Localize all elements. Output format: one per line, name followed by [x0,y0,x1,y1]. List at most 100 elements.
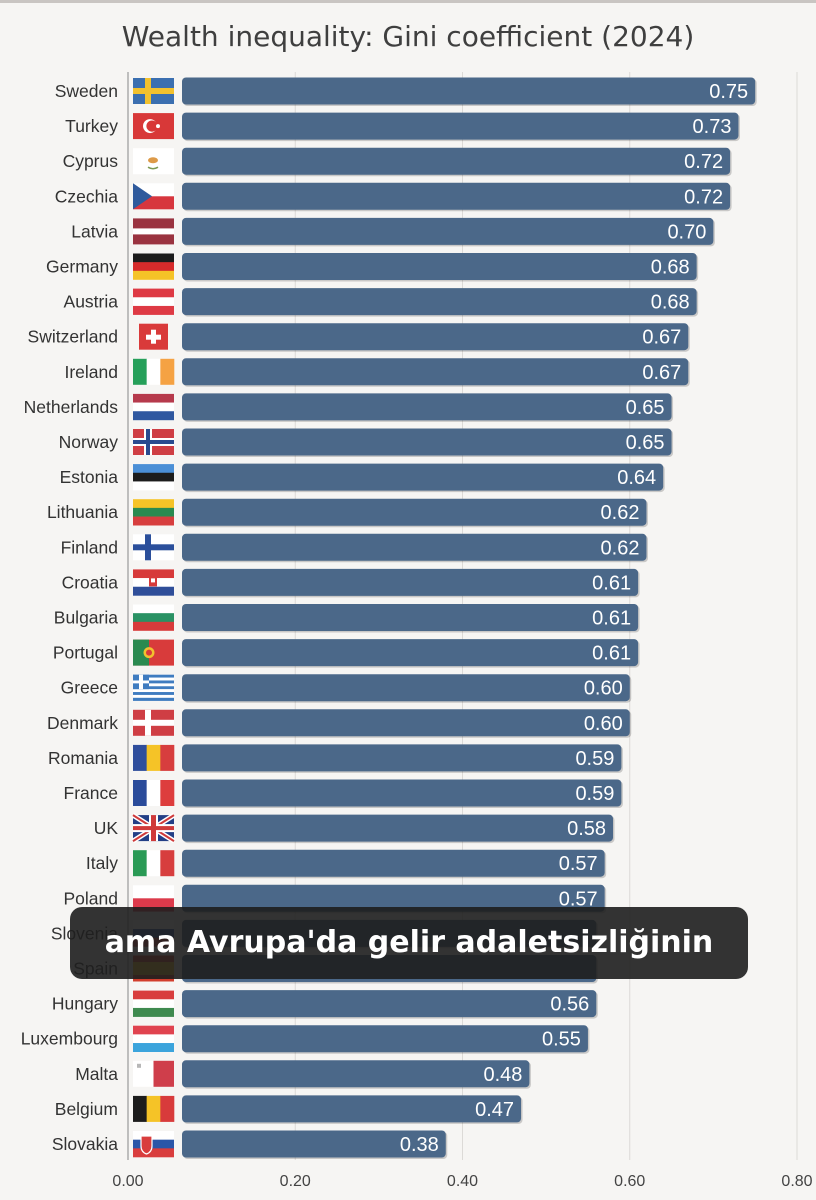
data-label: 0.67 [642,362,681,384]
data-label: 0.47 [475,1099,514,1121]
portugal-flag-icon [133,639,174,666]
country-label: Lithuania [47,502,118,522]
belgium-flag-icon [133,1095,175,1122]
bar [182,1060,530,1088]
denmark-flag-icon [133,709,174,736]
data-label: 0.72 [684,186,723,208]
bulgaria-flag-icon [133,604,174,631]
data-label: 0.64 [617,467,656,489]
italy-flag-icon [133,850,175,877]
data-label: 0.65 [626,397,665,419]
bar [182,358,689,386]
data-label: 0.59 [575,748,614,770]
bar [182,884,605,912]
ireland-flag-icon [133,358,175,385]
country-label: Estonia [60,467,119,487]
country-label: Poland [64,888,119,908]
cyprus-flag-icon [133,148,174,175]
data-label: 0.60 [584,678,623,700]
x-tick-label: 0.80 [781,1173,812,1190]
bar [182,814,614,842]
country-label: Latvia [71,221,118,241]
netherlands-flag-icon [133,393,174,421]
uk-flag-icon [131,812,176,844]
romania-flag-icon [133,744,175,771]
country-label: Hungary [52,994,118,1014]
country-label: Malta [75,1064,118,1084]
data-label: 0.61 [592,572,631,594]
bar [182,323,689,351]
country-label: France [64,783,118,803]
hungary-flag-icon [133,990,174,1017]
bar [182,498,647,526]
data-label: 0.38 [400,1134,439,1156]
bar [182,1130,446,1158]
luxembourg-flag-icon [133,1025,174,1052]
data-label: 0.67 [642,327,681,349]
data-label: 0.57 [559,853,598,875]
turkey-flag-icon [133,113,174,140]
country-label: Norway [59,432,119,452]
data-label: 0.75 [709,81,748,103]
bar [182,288,697,316]
country-label: Austria [64,292,119,312]
country-label: UK [94,818,119,838]
country-label: Cyprus [63,151,119,171]
country-label: Switzerland [28,327,118,347]
austria-flag-icon [133,288,174,315]
france-flag-icon [133,780,175,806]
bar [182,147,731,175]
germany-flag-icon [133,253,174,280]
data-label: 0.55 [542,1029,581,1051]
switzerland-flag-icon [139,323,168,350]
data-label: 0.56 [550,994,589,1016]
country-label: Belgium [55,1099,118,1119]
country-label: Finland [61,537,118,557]
x-tick-label: 0.40 [447,1173,478,1190]
country-label: Luxembourg [21,1029,118,1049]
data-label: 0.60 [584,713,623,735]
bar [182,604,639,631]
bar [182,217,714,245]
data-label: 0.72 [684,151,723,173]
country-label: Italy [86,853,118,873]
x-tick-label: 0.00 [112,1173,143,1190]
bar [182,709,630,737]
estonia-flag-icon [133,464,174,491]
data-label: 0.68 [651,257,690,279]
top-border [0,0,816,3]
data-label: 0.70 [667,221,706,243]
country-label: Turkey [65,116,118,136]
chart-title: Wealth inequality: Gini coefficient (202… [121,20,695,53]
sweden-flag-icon [133,78,174,104]
bar [182,849,605,877]
country-label: Portugal [53,643,118,663]
data-label: 0.62 [601,537,640,559]
country-label: Denmark [47,713,118,733]
data-label: 0.61 [592,643,631,665]
x-tick-label: 0.20 [280,1173,311,1190]
czechia-flag-icon [133,183,174,210]
norway-flag-icon [133,429,174,455]
data-label: 0.48 [483,1064,522,1086]
data-label: 0.62 [601,502,640,524]
country-label: Romania [48,748,118,768]
bar [182,1025,588,1053]
country-label: Bulgaria [54,608,118,628]
greece-flag-icon [133,674,174,701]
bar [182,182,731,210]
latvia-flag-icon [133,218,174,245]
bar [182,674,630,702]
x-tick-label: 0.60 [614,1173,645,1190]
data-label: 0.73 [693,116,732,138]
slovakia-flag-icon [133,1131,174,1158]
bar [182,1095,522,1123]
bar [182,639,639,667]
bar [182,463,664,491]
country-label: Croatia [62,572,119,592]
country-label: Czechia [55,186,118,206]
country-label: Netherlands [24,397,119,417]
bar [182,744,622,772]
country-label: Slovakia [52,1134,118,1154]
